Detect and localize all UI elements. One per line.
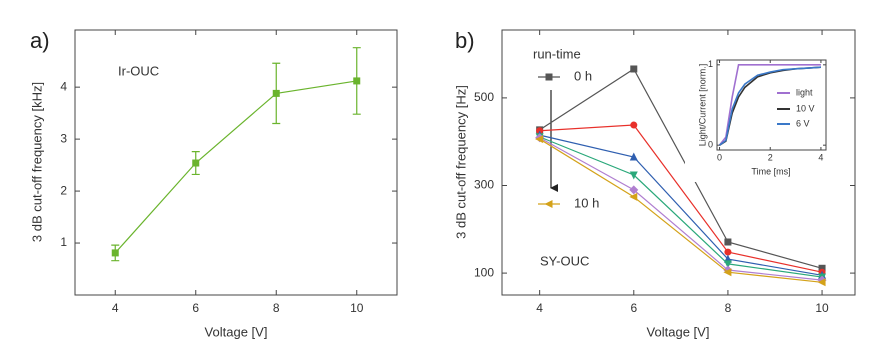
point [353,77,361,85]
y-tick-label: 1 [60,235,67,249]
series-line [539,136,823,278]
annotation: SY-OUC [540,253,589,268]
x-tick-label: 8 [273,301,280,315]
series-line [539,124,823,273]
legend-label: 10 h [574,195,599,210]
series-line [719,66,821,146]
annotation: Ir-OUC [118,63,159,78]
x-axis-label: Voltage [V] [647,324,710,339]
point [817,278,826,287]
y-tick-label: 0 [708,140,713,150]
legend-label: 6 V [796,118,810,128]
y-tick-label: 3 [60,131,67,145]
x-axis-label: Time [ms] [751,166,790,176]
y-tick-label: 300 [474,178,494,192]
point [629,171,638,180]
series-line [539,68,823,269]
point [192,159,200,167]
series-line [114,80,357,254]
point [723,268,732,277]
y-tick-label: 500 [474,90,494,104]
x-tick-label: 0 [717,152,722,162]
legend-label: light [796,87,813,97]
plot-frame [74,29,398,296]
legend-title: run-time [533,46,581,61]
point [111,249,119,257]
x-tick-label: 10 [815,301,829,315]
y-tick-label: 100 [474,265,494,279]
y-axis-label: 3 dB cut-off frequency [kHz] [29,82,44,242]
point [724,238,732,246]
inset-background [685,52,838,182]
point [723,260,732,269]
plot-frame [501,29,856,296]
point [535,135,544,144]
point [818,264,826,272]
point [629,192,638,201]
x-tick-label: 10 [350,301,364,315]
x-axis-label: Voltage [V] [205,324,268,339]
x-tick-label: 6 [630,301,637,315]
series-line [539,137,823,281]
x-tick-label: 2 [768,152,773,162]
point [630,65,638,73]
point [724,248,732,256]
x-tick-label: 8 [725,301,732,315]
legend-label: 10 V [796,103,815,113]
point [629,185,639,195]
x-tick-label: 4 [112,301,119,315]
x-tick-label: 4 [818,152,823,162]
legend-marker [545,73,553,81]
panel-label: a) [30,28,50,53]
y-tick-label: 2 [60,183,67,197]
legend-label: 0 h [574,68,592,83]
x-tick-label: 4 [536,301,543,315]
plot-frame [716,59,827,151]
point [629,152,638,161]
point [630,121,638,129]
y-tick-label: 1 [708,59,713,69]
y-axis-label: 3 dB cut-off frequency [Hz] [453,85,468,239]
legend-marker [544,200,553,208]
series-line [718,64,821,146]
y-tick-label: 4 [60,79,67,93]
series-line [539,134,823,276]
point [272,89,280,97]
x-tick-label: 6 [192,301,199,315]
series-line [539,138,823,283]
y-axis-label: Light/Current [norm.] [697,64,707,147]
panel-label: b) [455,28,475,53]
